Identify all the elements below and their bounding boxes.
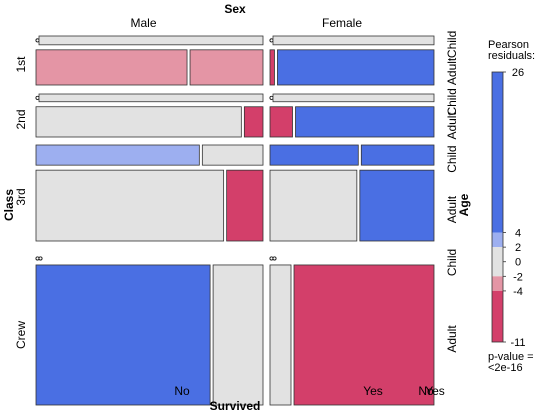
tile-2nd-female-adult-no bbox=[269, 106, 293, 138]
residual-legend: Pearson residuals: 26 4 2 0 -2 -4 -11 p-value = <2… bbox=[488, 39, 535, 374]
tile-1st-male-adult-no bbox=[35, 49, 188, 86]
class-label-crew: Crew bbox=[14, 321, 28, 349]
class-label-2nd: 2nd bbox=[14, 109, 28, 129]
survived-label-female-yes: Yes bbox=[425, 384, 445, 398]
legend-tick-label: 0 bbox=[515, 257, 521, 269]
legend-tick-label: 26 bbox=[512, 67, 524, 79]
tile-2nd-female-child-yes bbox=[272, 93, 435, 103]
age-label-adult-2nd: Adult bbox=[445, 112, 459, 140]
tile-3rd-female-adult-yes bbox=[359, 169, 435, 242]
class-label-3rd: 3rd bbox=[14, 188, 28, 205]
age-label-adult-3rd: Adult bbox=[445, 195, 459, 223]
age-label-adult-crew: Adult bbox=[445, 325, 459, 353]
age-label-child-crew: Child bbox=[445, 249, 459, 276]
tile-1st-female-adult-no bbox=[269, 49, 275, 86]
tile-crew-male-child-yes bbox=[38, 256, 43, 261]
tile-3rd-female-adult-no bbox=[269, 169, 358, 242]
legend-tick-label: -11 bbox=[510, 337, 525, 349]
tile-crew-male-adult-no bbox=[35, 264, 211, 406]
tile-2nd-male-adult-yes bbox=[243, 106, 264, 138]
sex-label-male: Male bbox=[130, 16, 156, 30]
tile-1st-male-adult-yes bbox=[189, 49, 264, 86]
legend-tick-label: -4 bbox=[513, 286, 523, 298]
tile-2nd-male-adult-no bbox=[35, 106, 242, 138]
mosaic-tiles bbox=[35, 35, 435, 406]
legend-tick-label: 4 bbox=[515, 228, 521, 240]
tile-crew-female-child-yes bbox=[272, 256, 277, 261]
age-label-child-3rd: Child bbox=[445, 145, 459, 172]
survived-label-female-no: No bbox=[418, 384, 434, 398]
tile-3rd-male-adult-yes bbox=[226, 169, 264, 242]
tile-1st-female-child-yes bbox=[272, 35, 435, 46]
tile-crew-female-adult-yes bbox=[293, 264, 435, 406]
legend-tick-label: 2 bbox=[515, 242, 521, 254]
age-label-adult-1st: Adult bbox=[445, 57, 459, 85]
tile-2nd-male-child-yes bbox=[38, 93, 264, 103]
age-label-child-1st: Child bbox=[445, 31, 459, 58]
tile-3rd-female-child-no bbox=[269, 144, 359, 166]
survived-label-male-no: No bbox=[174, 384, 190, 398]
legend-band-2 bbox=[492, 247, 503, 277]
left-variable-label: Class bbox=[2, 189, 16, 221]
tile-2nd-female-adult-yes bbox=[295, 106, 435, 138]
sex-label-female: Female bbox=[322, 16, 362, 30]
legend-band-1 bbox=[492, 232, 503, 248]
tile-crew-male-adult-yes bbox=[212, 264, 264, 406]
class-label-1st: 1st bbox=[14, 56, 28, 73]
tile-3rd-male-adult-no bbox=[35, 169, 225, 242]
legend-band-3 bbox=[492, 276, 503, 291]
tile-crew-female-adult-no bbox=[269, 264, 292, 406]
right-variable-label: Age bbox=[457, 193, 471, 216]
tile-3rd-male-child-yes bbox=[201, 144, 264, 166]
legend-band-4 bbox=[492, 290, 503, 342]
legend-title: Pearson residuals: bbox=[488, 39, 535, 62]
tile-3rd-female-child-yes bbox=[360, 144, 435, 166]
tile-1st-male-child-yes bbox=[38, 35, 264, 46]
p-value-label: p-value = <2e-16 bbox=[488, 351, 534, 374]
tile-3rd-male-child-no bbox=[35, 144, 200, 166]
legend-tick-label: -2 bbox=[513, 271, 523, 283]
tile-1st-female-adult-yes bbox=[277, 49, 435, 86]
age-label-child-2nd: Child bbox=[445, 88, 459, 115]
bottom-variable-label: Survived bbox=[210, 399, 261, 413]
legend-band-0 bbox=[492, 72, 503, 233]
top-variable-label: Sex bbox=[224, 2, 246, 16]
legend-frame bbox=[491, 71, 504, 343]
survived-label-male-yes: Yes bbox=[363, 384, 383, 398]
